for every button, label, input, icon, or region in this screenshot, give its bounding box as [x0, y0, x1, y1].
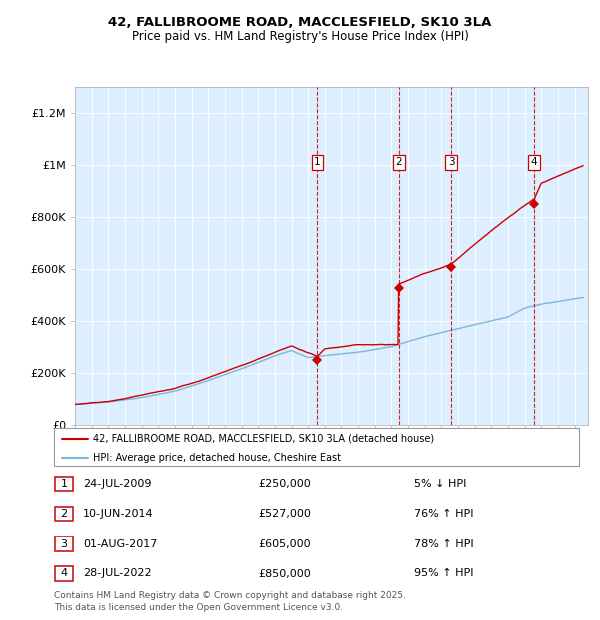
- Text: 42, FALLIBROOME ROAD, MACCLESFIELD, SK10 3LA: 42, FALLIBROOME ROAD, MACCLESFIELD, SK10…: [109, 16, 491, 29]
- Text: HPI: Average price, detached house, Cheshire East: HPI: Average price, detached house, Ches…: [94, 453, 341, 463]
- Text: 42, FALLIBROOME ROAD, MACCLESFIELD, SK10 3LA (detached house): 42, FALLIBROOME ROAD, MACCLESFIELD, SK10…: [94, 433, 434, 443]
- Text: 2: 2: [61, 509, 67, 519]
- Text: 78% ↑ HPI: 78% ↑ HPI: [414, 539, 473, 549]
- Text: 3: 3: [448, 157, 454, 167]
- Text: 1: 1: [314, 157, 321, 167]
- Text: 5% ↓ HPI: 5% ↓ HPI: [414, 479, 466, 489]
- Text: Contains HM Land Registry data © Crown copyright and database right 2025.
This d: Contains HM Land Registry data © Crown c…: [54, 591, 406, 613]
- Text: 76% ↑ HPI: 76% ↑ HPI: [414, 509, 473, 519]
- Text: £527,000: £527,000: [258, 509, 311, 519]
- Text: £250,000: £250,000: [258, 479, 311, 489]
- Text: 4: 4: [61, 569, 67, 578]
- Text: 10-JUN-2014: 10-JUN-2014: [83, 509, 154, 519]
- Text: Price paid vs. HM Land Registry's House Price Index (HPI): Price paid vs. HM Land Registry's House …: [131, 30, 469, 43]
- Text: 01-AUG-2017: 01-AUG-2017: [83, 539, 157, 549]
- Text: 3: 3: [61, 539, 67, 549]
- Text: 95% ↑ HPI: 95% ↑ HPI: [414, 569, 473, 578]
- Text: 4: 4: [531, 157, 538, 167]
- Text: 24-JUL-2009: 24-JUL-2009: [83, 479, 151, 489]
- Text: 28-JUL-2022: 28-JUL-2022: [83, 569, 151, 578]
- Text: £850,000: £850,000: [258, 569, 311, 578]
- Text: 1: 1: [61, 479, 67, 489]
- Text: £605,000: £605,000: [258, 539, 311, 549]
- Text: 2: 2: [395, 157, 402, 167]
